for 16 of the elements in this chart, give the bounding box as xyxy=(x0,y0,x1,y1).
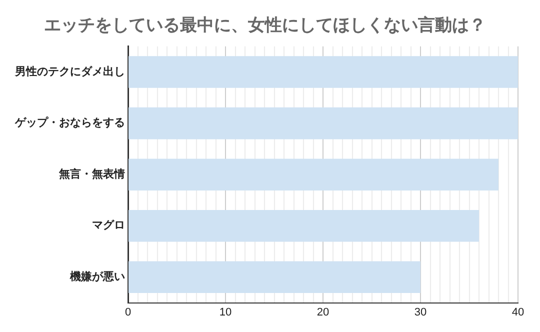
y-tick-label: 男性のテクにダメ出し xyxy=(14,64,125,78)
bar xyxy=(128,56,518,88)
y-tick-label: ゲップ・おならをする xyxy=(14,116,125,130)
bar xyxy=(128,210,479,242)
chart-title: エッチをしている最中に、女性にしてほしくない言動は？ xyxy=(44,16,486,36)
x-tick-label: 0 xyxy=(124,306,132,318)
bar xyxy=(128,261,420,294)
x-tick-label: 40 xyxy=(512,306,524,318)
bar xyxy=(128,158,498,190)
y-tick-label: 機嫌が悪い xyxy=(69,270,125,284)
x-tick-label: 30 xyxy=(414,306,427,318)
x-tick-label: 10 xyxy=(219,306,232,318)
bar xyxy=(128,107,518,140)
y-tick-label: マグロ xyxy=(92,218,125,232)
x-tick-label: 20 xyxy=(316,306,330,318)
y-tick-label: 無言・無表情 xyxy=(58,167,125,180)
